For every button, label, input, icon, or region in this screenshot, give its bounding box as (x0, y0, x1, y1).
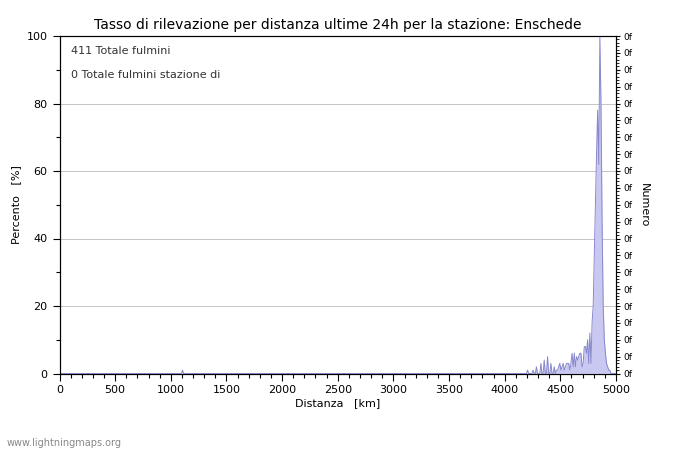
Y-axis label: Numero: Numero (638, 183, 649, 227)
Text: 0 Totale fulmini stazione di: 0 Totale fulmini stazione di (71, 70, 220, 80)
X-axis label: Distanza   [km]: Distanza [km] (295, 398, 380, 408)
Title: Tasso di rilevazione per distanza ultime 24h per la stazione: Enschede: Tasso di rilevazione per distanza ultime… (94, 18, 582, 32)
Y-axis label: Percento   [%]: Percento [%] (11, 165, 21, 244)
Text: www.lightningmaps.org: www.lightningmaps.org (7, 438, 122, 448)
Text: 411 Totale fulmini: 411 Totale fulmini (71, 46, 170, 56)
